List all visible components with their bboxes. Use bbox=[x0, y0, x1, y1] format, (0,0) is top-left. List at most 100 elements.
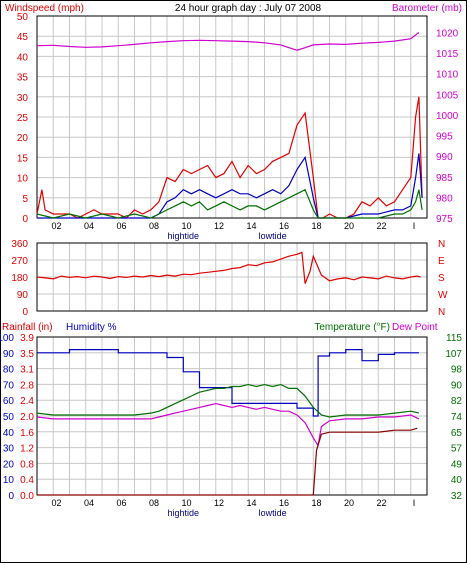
rainfall-tick-label: 1.2 bbox=[20, 444, 34, 455]
thermo-series-green-line bbox=[36, 383, 420, 418]
rainfall-tick-label: 0.4 bbox=[20, 475, 34, 486]
rainfall-tick-label: 1.6 bbox=[20, 428, 34, 439]
rainfall-tick-label: 2.8 bbox=[20, 380, 34, 391]
humidity-tick-label: 80 bbox=[3, 365, 15, 376]
windspeed-tick-label: 25 bbox=[17, 113, 29, 124]
windspeed-tick-label: 40 bbox=[17, 52, 29, 63]
temp-humidity-rain-panel: 0 10 20 30 40 50 60 70 80 90 100 0.0 0.4 0.8 1.2 1.6 2.0… bbox=[0, 333, 462, 518]
x-tick-label: 04 bbox=[84, 498, 94, 508]
windspeed-tick-label: 15 bbox=[17, 153, 29, 164]
windspeed-tick-label: 0 bbox=[22, 214, 28, 225]
rainfall-tick-label: 3.9 bbox=[20, 333, 34, 344]
humidity-tick-label: 0 bbox=[8, 491, 14, 502]
barometer-tick-label: 1020 bbox=[436, 28, 459, 39]
temperature-tick-label: 49 bbox=[451, 459, 463, 470]
wind-series-blue-line bbox=[37, 153, 423, 219]
barometer-tick-label: 1005 bbox=[436, 90, 459, 101]
temperature-tick-label: 32 bbox=[451, 491, 463, 502]
wind-series-green-line bbox=[36, 188, 423, 219]
temperature-tick-label: 40 bbox=[451, 475, 463, 486]
x-tick-label: 18 bbox=[311, 221, 321, 231]
direction-tick-label: 270 bbox=[11, 256, 28, 267]
x-tick-label: 20 bbox=[344, 221, 354, 231]
temperature-tick-label: 107 bbox=[445, 349, 462, 360]
compass-label: S bbox=[438, 273, 445, 284]
windspeed-tick-label: 35 bbox=[17, 73, 29, 84]
windspeed-tick-label: 30 bbox=[17, 93, 29, 104]
windspeed-tick-label: 50 bbox=[17, 12, 29, 23]
direction-tick-label: 0 bbox=[22, 307, 28, 318]
thermo-series-dark_red-line bbox=[37, 427, 418, 496]
barometer-axis-title: Barometer (mb) bbox=[392, 3, 462, 14]
x-tick-label: 16 bbox=[279, 498, 289, 508]
humidity-tick-label: 40 bbox=[3, 428, 15, 439]
temperature-tick-label: 82 bbox=[451, 396, 463, 407]
x-tick-label: 16 bbox=[279, 221, 289, 231]
rainfall-tick-label: 3.5 bbox=[20, 349, 34, 360]
humidity-axis-title: Humidity % bbox=[66, 322, 117, 333]
x-tick-label: 06 bbox=[116, 221, 126, 231]
x-tick-label: I bbox=[413, 498, 416, 508]
humidity-tick-label: 30 bbox=[3, 444, 15, 455]
direction-series-line bbox=[36, 251, 421, 284]
wind-series-red-line bbox=[36, 96, 423, 219]
humidity-tick-label: 70 bbox=[3, 380, 15, 391]
rainfall-tick-label: 2.0 bbox=[20, 412, 34, 423]
compass-label: E bbox=[438, 256, 445, 267]
rainfall-tick-label: 2.4 bbox=[20, 396, 34, 407]
temperature-tick-label: 115 bbox=[446, 333, 462, 344]
barometer-tick-label: 995 bbox=[436, 132, 453, 143]
x-tick-label: 04 bbox=[84, 221, 94, 231]
x-tick-label: 12 bbox=[214, 221, 224, 231]
temperature-tick-label: 65 bbox=[451, 428, 463, 439]
x-tick-label: 10 bbox=[181, 221, 191, 231]
windspeed-tick-label: 5 bbox=[22, 194, 28, 205]
windspeed-tick-label: 10 bbox=[17, 174, 29, 185]
direction-tick-label: 90 bbox=[17, 290, 29, 301]
humidity-tick-label: 60 bbox=[3, 396, 15, 407]
tide-label: lowtide bbox=[259, 231, 287, 241]
humidity-tick-label: 50 bbox=[3, 412, 15, 423]
x-tick-label: 08 bbox=[149, 221, 159, 231]
barometer-tick-label: 985 bbox=[436, 173, 453, 184]
rainfall-tick-label: 0.0 bbox=[20, 491, 34, 502]
x-tick-label: 08 bbox=[149, 498, 159, 508]
wind-plot-frame bbox=[36, 15, 428, 219]
x-tick-label: 06 bbox=[116, 498, 126, 508]
humidity-tick-label: 100 bbox=[0, 333, 14, 344]
x-tick-label: 22 bbox=[376, 498, 386, 508]
compass-label: N bbox=[438, 239, 445, 250]
direction-tick-label: 180 bbox=[11, 273, 28, 284]
x-tick-label: 02 bbox=[51, 221, 61, 231]
tide-label: hightide bbox=[167, 508, 199, 518]
temperature-tick-label: 57 bbox=[451, 444, 463, 455]
x-tick-label: 20 bbox=[344, 498, 354, 508]
temperature-tick-label: 74 bbox=[451, 412, 463, 423]
humidity-tick-label: 20 bbox=[3, 459, 15, 470]
x-tick-label: 14 bbox=[246, 221, 256, 231]
humidity-tick-label: 10 bbox=[3, 475, 15, 486]
barometer-tick-label: 1000 bbox=[436, 111, 459, 122]
x-tick-label: 02 bbox=[51, 498, 61, 508]
wind-series-magenta-line bbox=[36, 32, 420, 51]
direction-tick-label: 360 bbox=[11, 239, 28, 250]
temperature-tick-label: 98 bbox=[451, 365, 463, 376]
x-tick-label: 10 bbox=[181, 498, 191, 508]
tide-label: hightide bbox=[167, 231, 199, 241]
windspeed-tick-label: 45 bbox=[17, 32, 29, 43]
temperature-tick-label: 90 bbox=[451, 380, 463, 391]
x-tick-label: 14 bbox=[246, 498, 256, 508]
barometer-tick-label: 975 bbox=[436, 214, 453, 225]
dewpoint-axis-title: Dew Point bbox=[392, 322, 438, 333]
barometer-tick-label: 990 bbox=[436, 152, 453, 163]
thermo-series-blue-line bbox=[37, 349, 419, 417]
rainfall-tick-label: 3.1 bbox=[20, 365, 34, 376]
x-tick-label: I bbox=[413, 221, 416, 231]
x-tick-label: 18 bbox=[311, 498, 321, 508]
x-tick-label: 12 bbox=[214, 498, 224, 508]
x-tick-label: 22 bbox=[376, 221, 386, 231]
temperature-axis-title: Temperature (°F) bbox=[314, 322, 390, 333]
